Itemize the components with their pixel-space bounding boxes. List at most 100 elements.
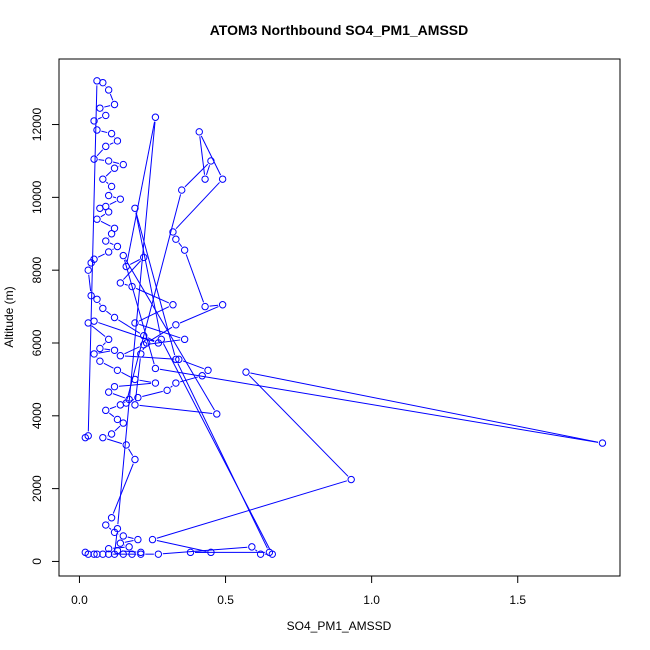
series-line-segment (179, 306, 219, 324)
data-point (102, 237, 110, 245)
series-line-segment (147, 337, 155, 342)
data-point (104, 544, 113, 553)
series-line-segment (129, 259, 140, 265)
series-line-segment (156, 540, 207, 552)
data-point (131, 204, 139, 212)
y-axis: 0 2000 4000 6000 8000 10000 12000 (30, 108, 60, 565)
data-point (125, 543, 133, 551)
data-point (116, 539, 125, 547)
data-point (84, 432, 92, 440)
series-line-segment (177, 363, 268, 549)
data-point (201, 302, 209, 311)
series-line-segment (150, 326, 173, 342)
data-point (172, 321, 180, 329)
data-point (204, 366, 212, 374)
data-point (110, 382, 119, 391)
data-point (128, 550, 136, 558)
data-point (119, 550, 127, 558)
data-point (119, 532, 127, 540)
y-axis-label: Altitude (m) (2, 286, 16, 347)
series-line-segment (123, 401, 126, 403)
series-line-segment (105, 181, 109, 184)
data-point (110, 100, 119, 109)
data-point (96, 344, 104, 353)
series-line-segment (109, 242, 114, 246)
series-line-segment (98, 159, 105, 161)
data-point (104, 208, 113, 216)
data-point (90, 155, 98, 163)
series-line-segment (103, 362, 114, 369)
series-line-segment (96, 149, 104, 157)
series-line-segment (135, 212, 176, 356)
series-line-segment (101, 130, 108, 134)
series-line-segment (100, 220, 111, 227)
series-line-segment (139, 404, 213, 414)
data-point (99, 550, 107, 558)
data-point (104, 86, 113, 94)
data-point (119, 251, 127, 260)
data-point (201, 175, 209, 183)
series-line-segment (200, 135, 222, 176)
data-point (104, 191, 113, 200)
series-line-segment (124, 283, 128, 286)
data-point (151, 364, 160, 373)
series-line-segment (102, 342, 106, 346)
y-tick-label: 2000 (30, 475, 44, 502)
data-point (107, 430, 116, 438)
data-point (119, 160, 127, 169)
data-point (87, 291, 95, 300)
data-point (90, 550, 98, 558)
data-point (248, 543, 256, 551)
series-line-segment (109, 93, 114, 101)
data-point (140, 332, 148, 340)
data-point (169, 301, 177, 309)
data-point (218, 175, 227, 183)
y-tick-label: 0 (30, 558, 44, 565)
data-point (110, 313, 119, 322)
data-point (96, 104, 104, 112)
x-axis: 0.0 0.5 1.0 1.5 (71, 575, 526, 607)
data-point (102, 111, 110, 120)
x-tick-label: 0.5 (217, 593, 234, 607)
data-point (99, 433, 107, 442)
data-point (102, 521, 110, 529)
x-tick-label: 1.0 (363, 593, 380, 607)
data-point (104, 335, 113, 344)
data-point (119, 419, 127, 427)
data-point (113, 415, 122, 424)
series-line-segment (98, 302, 101, 305)
data-point (242, 368, 250, 376)
series-line-segment (114, 533, 118, 550)
series-line-segment (199, 136, 206, 175)
data-point (180, 335, 189, 344)
plot-frame (58, 58, 621, 577)
data-point (110, 346, 119, 354)
data-point (110, 550, 119, 558)
data-point (207, 157, 215, 165)
data-point (207, 548, 215, 557)
series-line-segment (162, 343, 271, 551)
data-point (116, 352, 125, 360)
series-line-segment (124, 355, 175, 360)
series-line-segment (162, 546, 248, 555)
series-line-segment (104, 105, 111, 108)
data-point (154, 550, 163, 558)
series-line-segment (209, 304, 219, 307)
series-line-segment (112, 393, 126, 399)
series-line-segment (100, 213, 106, 218)
data-point (107, 514, 116, 522)
data-point (213, 410, 221, 418)
x-axis-label: SO4_PM1_AMSSD (287, 619, 392, 633)
data-point (113, 242, 122, 251)
data-point (131, 401, 139, 409)
data-point (268, 550, 276, 558)
series-line-segment (184, 163, 209, 188)
series-line-segment (124, 540, 134, 543)
series-line-segment (97, 116, 102, 120)
series-line-segment (148, 339, 181, 345)
data-point (195, 128, 203, 136)
data-point (107, 182, 116, 191)
data-point (598, 439, 607, 447)
data-point (81, 548, 89, 557)
series-line-segment (135, 212, 161, 336)
